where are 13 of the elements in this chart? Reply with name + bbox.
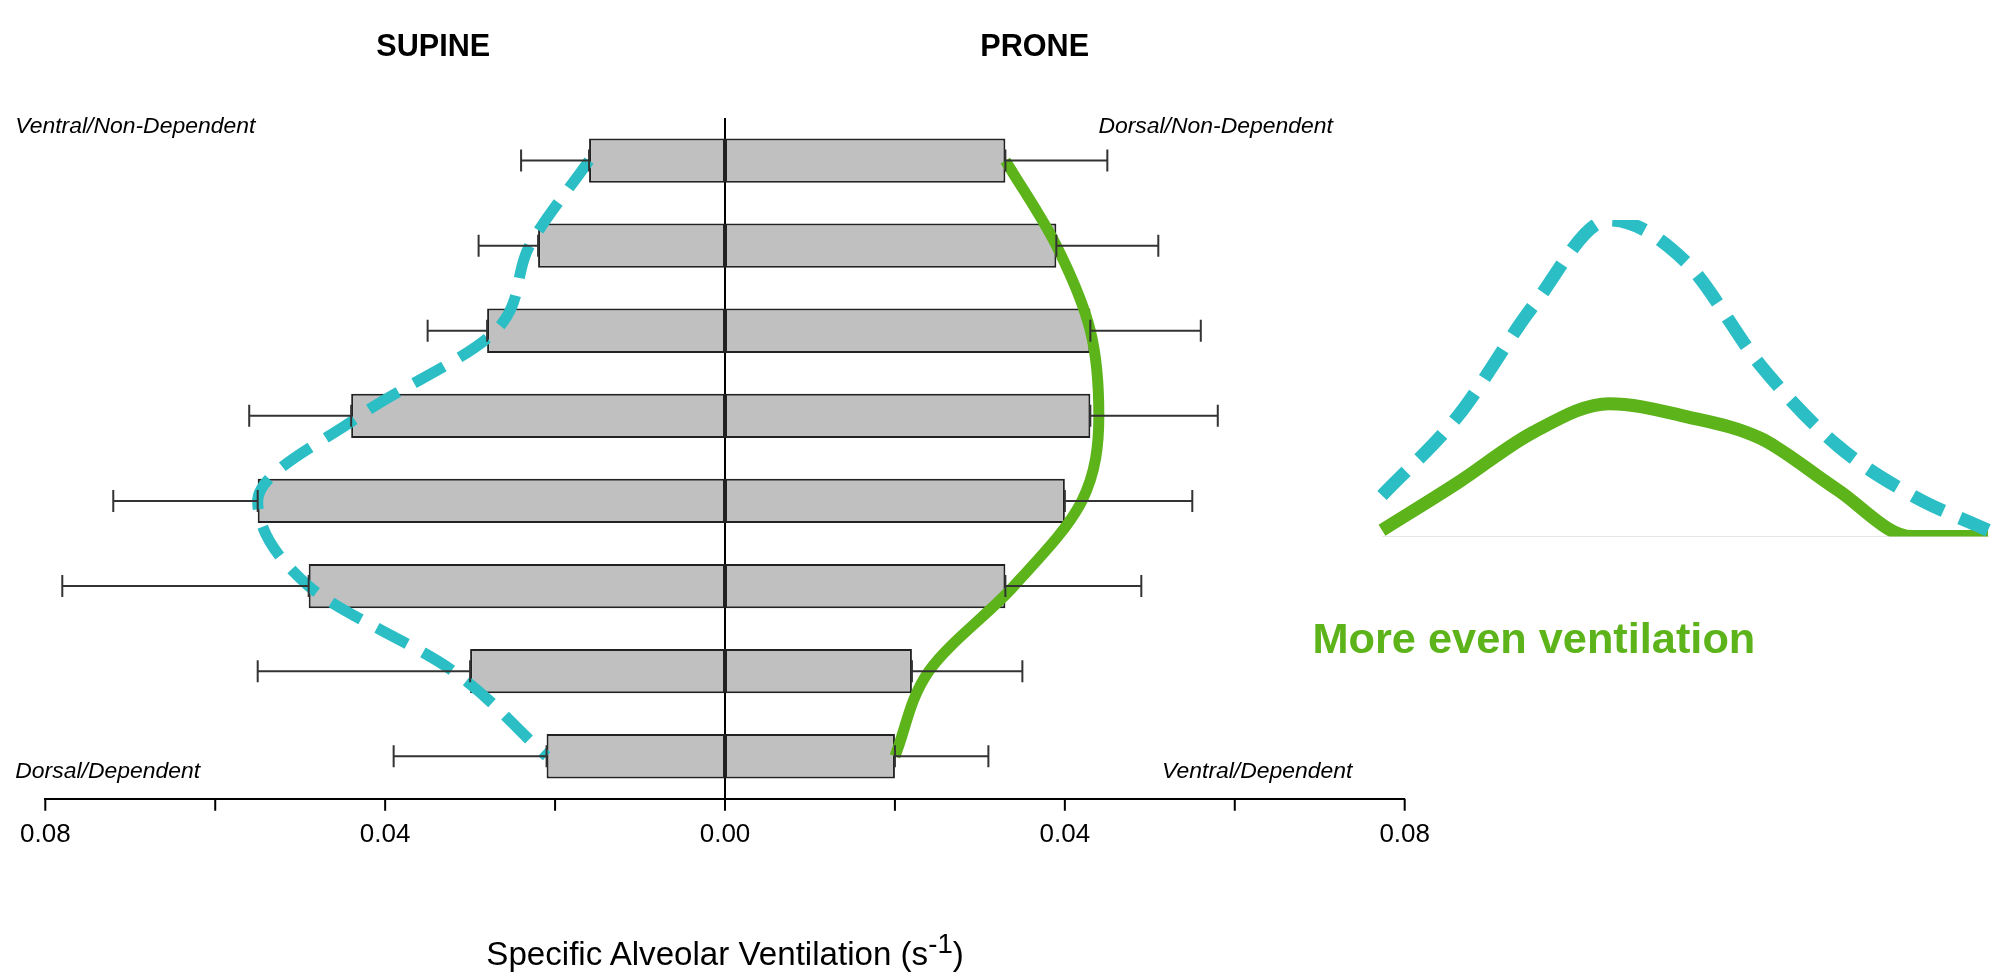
x-tick-label: 0.08 [20, 817, 71, 848]
annotation: Ventral/Non-Dependent [15, 112, 256, 140]
x-tick-label: 0.08 [1379, 817, 1430, 848]
annotation: Dorsal/Dependent [15, 756, 201, 784]
x-tick-label: 0.04 [359, 817, 411, 848]
x-tick-label: 0.04 [1039, 817, 1091, 848]
annotation: More even ventilation [1312, 614, 1756, 664]
text: SUPINE [376, 28, 491, 64]
x-tick-label: 0.00 [699, 817, 751, 848]
annotation: Dorsal/Non-Dependent [1098, 112, 1333, 140]
text: PRONE [980, 28, 1090, 64]
x-axis-title: Specific Alveolar Ventilation (s$^{-1}$) [486, 927, 964, 973]
annotation: Ventral/Dependent [1162, 756, 1353, 784]
